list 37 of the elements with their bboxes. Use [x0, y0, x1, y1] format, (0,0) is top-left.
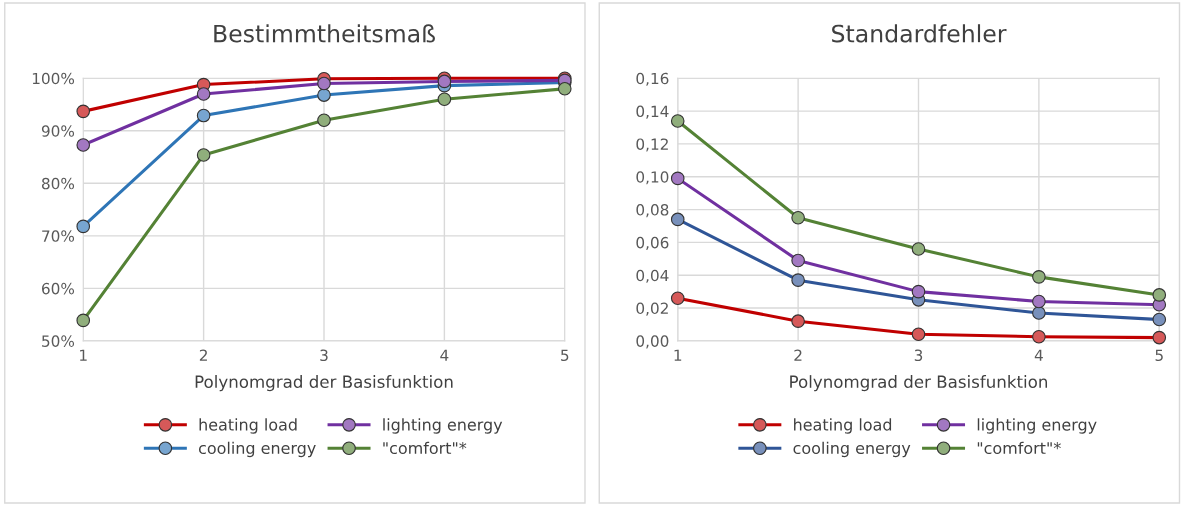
- y-tick-label: 70%: [42, 230, 75, 242]
- x-axis-title: Polynomgrad der Basisfunktion: [195, 375, 453, 392]
- x-tick-label: 4: [440, 349, 449, 361]
- legend-label: heating load: [199, 418, 297, 434]
- x-tick-label: 4: [1034, 349, 1043, 361]
- y-tick-label: 50%: [42, 335, 75, 347]
- y-tick-label: 0,10: [636, 171, 669, 185]
- x-tick-label: 1: [80, 349, 87, 361]
- y-tick-label: 80%: [41, 177, 75, 190]
- legend-label: lighting energy: [977, 418, 1097, 434]
- legend-label: heating load: [794, 418, 892, 434]
- y-tick-label: 0,00: [636, 335, 669, 349]
- y-tick-label: 0,02: [636, 302, 668, 316]
- legend-label: cooling energy: [793, 441, 911, 458]
- x-axis-title: Polynomgrad der Basisfunktion: [790, 375, 1048, 392]
- x-tick-label: 1: [674, 349, 682, 361]
- y-tick-label: 100%: [32, 72, 75, 85]
- y-tick-label: 0,08: [636, 204, 669, 218]
- y-tick-label: 60%: [42, 282, 75, 295]
- y-tick-label: 0,16: [636, 72, 669, 86]
- x-tick-label: 2: [794, 349, 802, 361]
- y-tick-label: 0,12: [636, 138, 668, 152]
- legend-label: "comfort"*: [383, 441, 467, 455]
- x-tick-label: 3: [320, 349, 328, 362]
- legend-label: lighting energy: [383, 418, 503, 434]
- y-tick-label: 90%: [41, 125, 75, 137]
- x-tick-label: 3: [914, 349, 923, 362]
- x-tick-label: 2: [199, 349, 207, 361]
- x-tick-label: 5: [561, 349, 569, 362]
- y-tick-label: 0,14: [636, 105, 669, 119]
- y-tick-label: 0,06: [636, 236, 669, 250]
- legend-label: "comfort"*: [977, 441, 1061, 455]
- legend-label: cooling energy: [198, 441, 316, 458]
- y-tick-label: 0,04: [636, 269, 669, 283]
- chart-title: Standardfehler: [832, 24, 1007, 43]
- x-tick-label: 5: [1155, 349, 1163, 362]
- chart-title: Bestimmtheitsmaß: [214, 24, 435, 43]
